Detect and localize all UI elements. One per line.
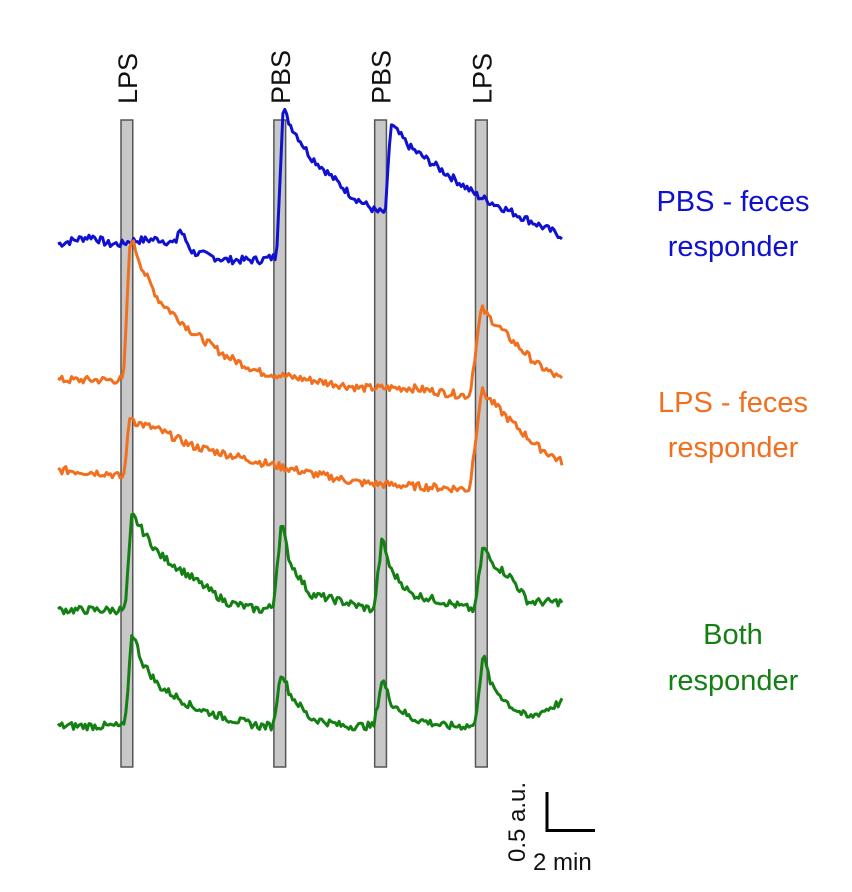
group-label-2-line-1: responder: [668, 665, 799, 697]
group-label-1-line-1: responder: [668, 432, 799, 464]
stimulus-bar-pbs-2: [373, 119, 388, 768]
calcium-traces: [56, 107, 564, 732]
trace-3: [57, 512, 564, 616]
trace-4: [56, 634, 564, 732]
stimulus-bars: [120, 119, 488, 768]
group-label-2-line-0: Both: [703, 619, 763, 651]
stimulus-label-2: PBS: [367, 50, 397, 104]
group-label-0-line-1: responder: [668, 231, 799, 263]
stimulus-label-3: LPS: [467, 53, 497, 104]
scale-bar-y-label: 0.5 a.u.: [504, 782, 531, 862]
trace-0: [57, 107, 563, 266]
stimulus-labels: LPS PBS PBS LPS: [113, 50, 497, 104]
stimulus-label-0: LPS: [113, 53, 143, 104]
stimulus-label-1: PBS: [266, 50, 296, 104]
stimulus-bar-pbs-1: [273, 119, 287, 768]
trace-2: [57, 386, 564, 494]
trace-1: [57, 239, 564, 400]
group-label-1-line-0: LPS - feces: [658, 387, 808, 419]
scale-bar: 0.5 a.u. 2 min: [504, 782, 595, 876]
group-labels: PBS - feces responder LPS - feces responder…: [656, 186, 809, 697]
group-label-0-line-0: PBS - feces: [656, 186, 809, 218]
scale-bar-x-label: 2 min: [533, 849, 592, 876]
